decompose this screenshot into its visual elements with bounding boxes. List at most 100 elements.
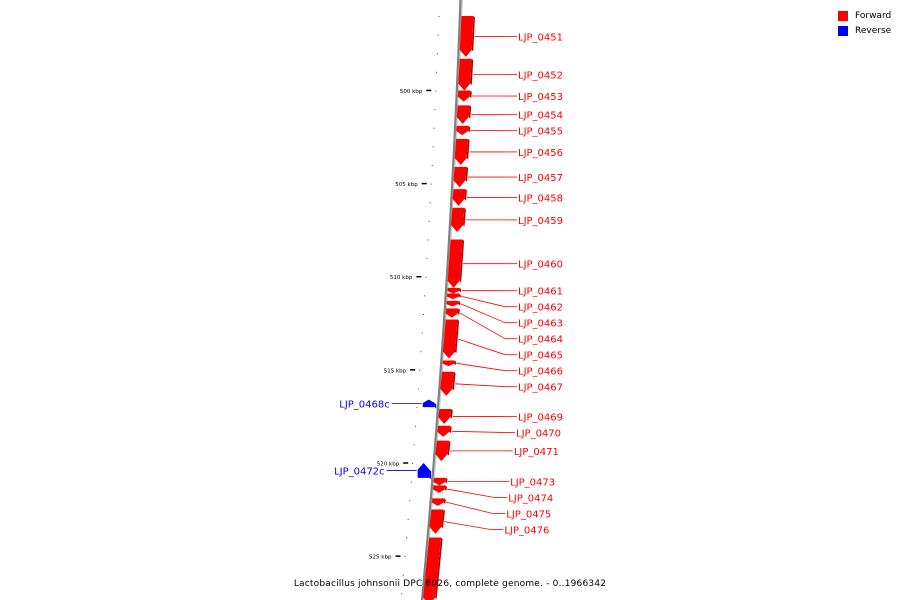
scale-label: 515 kbp — [384, 368, 407, 374]
gene-arrow[interactable] — [437, 425, 451, 437]
gene-arrow[interactable] — [457, 90, 471, 102]
gene-arrow-shadow — [445, 477, 448, 484]
label-leader-line — [447, 488, 496, 499]
gene-arrow-shadow — [447, 440, 451, 456]
gene-label[interactable]: LJP_0462 — [518, 303, 563, 314]
minor-tick — [416, 407, 418, 409]
legend-reverse-label: Reverse — [855, 26, 892, 36]
gene-arrow-shadow — [434, 403, 437, 409]
gene-arrow[interactable] — [451, 207, 465, 233]
gene-arrow[interactable] — [442, 360, 455, 367]
gene-arrow-shadow — [465, 166, 469, 182]
gene-arrow-shadow — [471, 15, 475, 52]
gene-arrow[interactable] — [445, 308, 459, 318]
gene-arrow[interactable] — [452, 189, 466, 206]
gene-label[interactable]: LJP_0472c — [334, 466, 385, 477]
minor-tick — [434, 109, 436, 111]
gene-arrow[interactable] — [447, 287, 460, 294]
scale-label: 510 kbp — [390, 275, 413, 281]
gene-label[interactable]: LJP_0474 — [508, 494, 553, 505]
minor-tick — [417, 388, 419, 390]
gene-label[interactable]: LJP_0467 — [518, 383, 563, 394]
minor-tick — [432, 146, 434, 148]
gene-arrow[interactable] — [423, 537, 442, 600]
gene-arrow-shadow — [470, 58, 474, 85]
label-leader-line — [451, 430, 504, 433]
gene-label[interactable]: LJP_0463 — [518, 319, 563, 330]
minor-tick — [437, 34, 439, 36]
gene-arrow-shadow — [441, 509, 445, 529]
gene-arrow[interactable] — [432, 485, 446, 493]
gene-label[interactable]: LJP_0476 — [504, 526, 549, 537]
minor-tick — [419, 369, 421, 371]
gene-arrow[interactable] — [447, 239, 463, 288]
label-leader-line — [445, 501, 494, 515]
gene-label[interactable]: LJP_0454 — [518, 111, 563, 122]
label-leader-line — [458, 338, 506, 356]
gene-arrow[interactable] — [442, 319, 458, 359]
gene-arrow[interactable] — [454, 138, 469, 165]
minor-tick — [404, 556, 406, 558]
minor-tick — [412, 462, 414, 464]
legend-reverse: Reverse — [838, 24, 891, 38]
scale-ticks: 500 kbp 505 kbp 510 kbp 515 kbp 520 kbp 525 k… — [369, 15, 440, 595]
gene-arrow[interactable] — [456, 125, 469, 136]
gene-label[interactable]: LJP_0468c — [339, 399, 390, 410]
gene-arrow-shadow — [444, 485, 447, 491]
gene-label[interactable]: LJP_0473 — [510, 478, 555, 489]
gene-arrow[interactable] — [431, 498, 445, 506]
gene-label[interactable]: LJP_0455 — [518, 127, 563, 138]
gene-label[interactable]: LJP_0464 — [518, 335, 563, 346]
gene-label[interactable]: LJP_0453 — [518, 92, 563, 103]
gene-arrow[interactable] — [458, 58, 472, 91]
gene-label[interactable]: LJP_0451 — [518, 32, 563, 43]
gene-label[interactable]: LJP_0459 — [518, 216, 563, 227]
gene-arrow-shadow — [458, 300, 461, 306]
minor-tick — [407, 518, 409, 520]
minor-tick — [436, 53, 438, 55]
minor-tick — [413, 444, 415, 446]
minor-tick — [420, 351, 422, 353]
gene-arrow[interactable] — [446, 300, 459, 307]
gene-features — [417, 15, 475, 600]
gene-label[interactable]: LJP_0470 — [516, 428, 561, 439]
gene-label[interactable]: LJP_0457 — [518, 173, 563, 184]
gene-arrow-shadow — [463, 207, 466, 227]
minor-tick — [410, 481, 412, 483]
gene-arrow[interactable] — [422, 399, 435, 408]
gene-arrow[interactable] — [446, 293, 460, 300]
gene-label[interactable]: LJP_0471 — [514, 447, 559, 458]
backbone-line — [420, 0, 463, 600]
gene-arrow[interactable] — [433, 477, 447, 486]
gene-arrow-shadow — [459, 287, 462, 293]
scale-label: 500 kbp — [400, 89, 423, 95]
minor-tick — [401, 593, 403, 595]
gene-arrow[interactable] — [456, 105, 470, 124]
gene-arrow-shadow — [454, 319, 460, 354]
gene-label[interactable]: LJP_0460 — [518, 260, 563, 271]
minor-tick — [422, 313, 424, 315]
gene-label[interactable]: LJP_0452 — [518, 71, 563, 82]
gene-arrow[interactable] — [459, 15, 474, 57]
gene-label[interactable]: LJP_0456 — [518, 148, 563, 159]
minor-tick — [421, 332, 423, 334]
label-leader-line — [461, 295, 506, 308]
gene-label[interactable]: LJP_0458 — [518, 194, 563, 205]
gene-label[interactable]: LJP_0461 — [518, 287, 563, 298]
gene-label[interactable]: LJP_0465 — [518, 351, 563, 362]
gene-arrow[interactable] — [440, 371, 455, 396]
label-leader-line — [456, 362, 506, 372]
gene-arrow[interactable] — [417, 462, 430, 478]
minor-tick — [433, 127, 435, 129]
minor-tick — [415, 425, 417, 427]
gene-arrow[interactable] — [429, 509, 444, 534]
minor-tick — [436, 71, 438, 73]
minor-tick — [424, 295, 426, 297]
gene-label[interactable]: LJP_0475 — [506, 510, 551, 521]
gene-label[interactable]: LJP_0466 — [518, 367, 563, 378]
gene-label[interactable]: LJP_0469 — [518, 412, 563, 423]
gene-arrow[interactable] — [438, 408, 452, 424]
gene-arrow[interactable] — [453, 166, 467, 188]
gene-arrow[interactable] — [435, 440, 449, 462]
